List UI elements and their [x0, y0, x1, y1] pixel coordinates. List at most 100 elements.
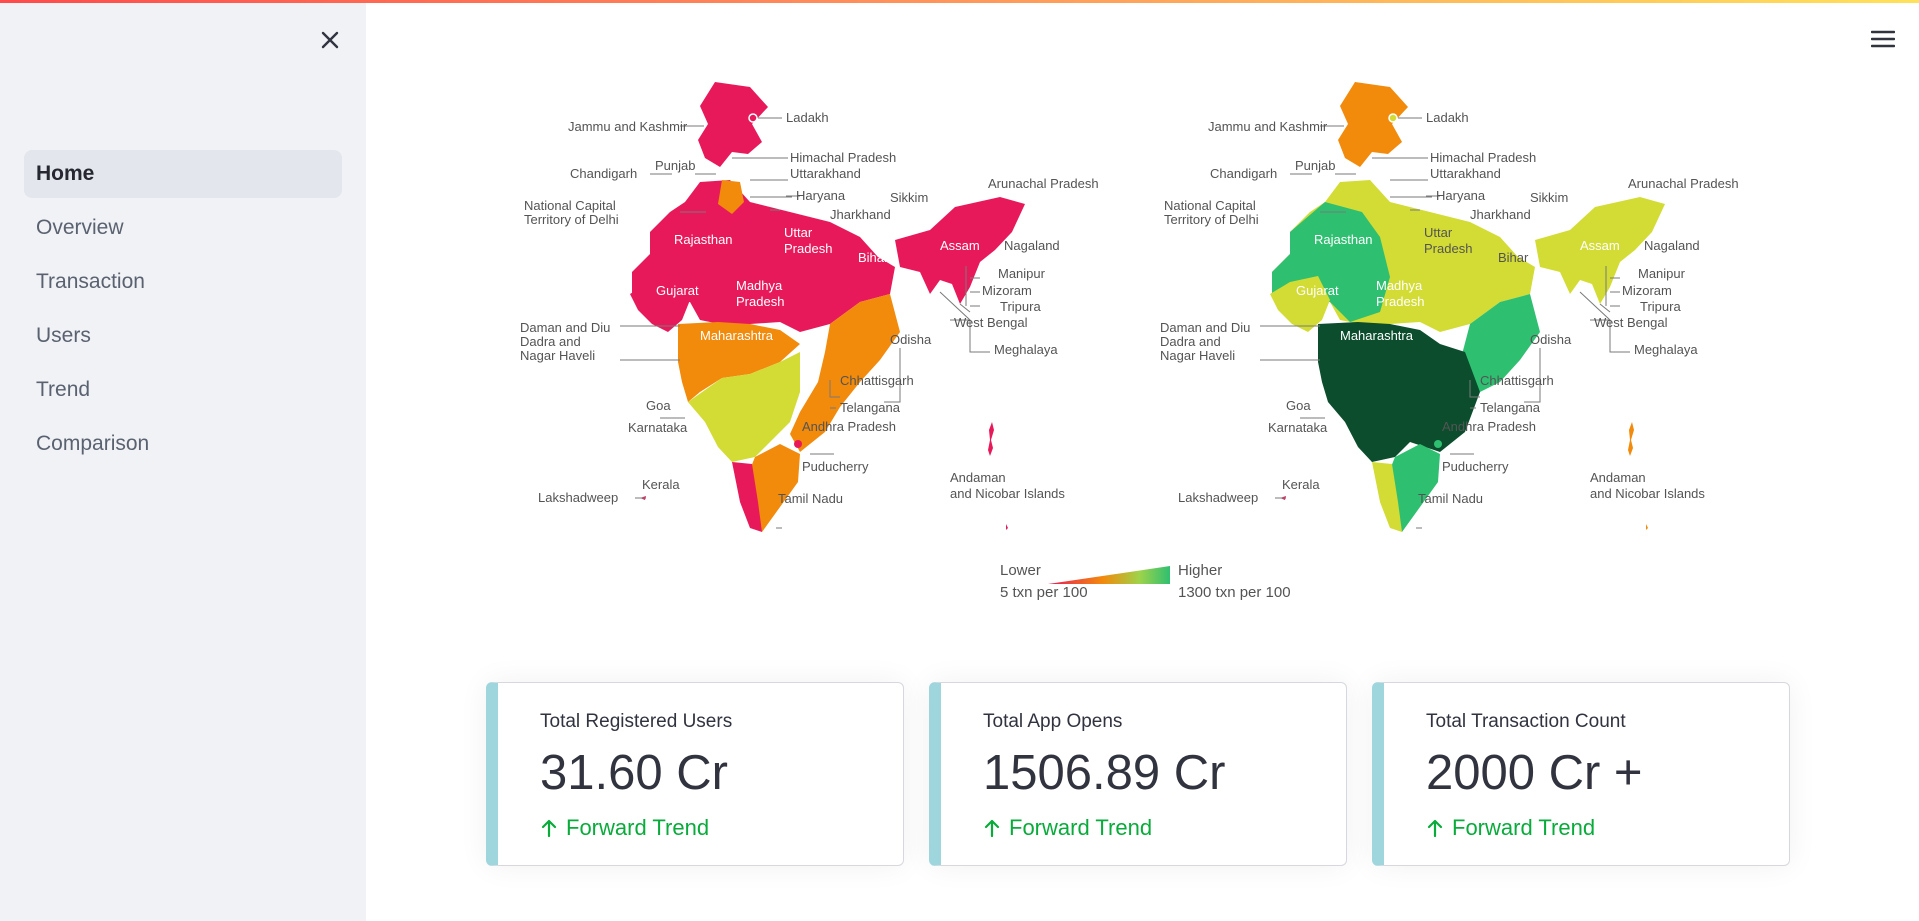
map-right-label-andaman-2: and Nicobar Islands	[1590, 486, 1705, 501]
map-left-label-andaman-2: and Nicobar Islands	[950, 486, 1065, 501]
sidebar-item-comparison[interactable]: Comparison	[24, 420, 342, 468]
map-left-label-madhya: Madhya	[736, 278, 783, 293]
legend-low-label: Lower	[1000, 562, 1041, 579]
metric-delta: Forward Trend	[1426, 815, 1789, 841]
map-right-label-gujarat: Gujarat	[1296, 283, 1339, 298]
sidebar-item-label: Overview	[36, 216, 124, 239]
map-right-label-kerala: Kerala	[1282, 477, 1320, 492]
map-left-label-punjab: Punjab	[655, 158, 695, 173]
metric-delta-text: Forward Trend	[1009, 815, 1153, 840]
map-left-label-kerala: Kerala	[642, 477, 680, 492]
map-left-label-puducherry: Puducherry	[802, 459, 869, 474]
map-left-label-karnataka: Karnataka	[628, 420, 688, 435]
map-left-label-delhi-2: Territory of Delhi	[524, 212, 619, 227]
map-right-label-dadra: Dadra and	[1160, 334, 1221, 349]
map-left-label-delhi-1: National Capital	[524, 198, 616, 213]
map-right-ladakh-dot	[1388, 113, 1398, 123]
map-right-label-puducherry: Puducherry	[1442, 459, 1509, 474]
sidebar-item-transaction[interactable]: Transaction	[24, 258, 342, 306]
map-right-label-goa: Goa	[1286, 398, 1311, 413]
map-right-label-maharashtra: Maharashtra	[1340, 328, 1414, 343]
map-right-label-madhya-pradesh: Pradesh	[1376, 294, 1424, 309]
map-right-label-haryana: Haryana	[1436, 188, 1486, 203]
metric-delta-text: Forward Trend	[566, 815, 710, 840]
metric-label: Total App Opens	[983, 711, 1123, 732]
sidebar-item-home[interactable]: Home	[24, 150, 342, 198]
map-right-region-east-green	[1460, 294, 1540, 392]
map-right-label-sikkim: Sikkim	[1530, 190, 1568, 205]
arrow-up-icon	[1427, 819, 1443, 838]
map-left-label-mizoram: Mizoram	[982, 283, 1032, 298]
map-left-label-rajasthan: Rajasthan	[674, 232, 733, 247]
sidebar-item-label: Trend	[36, 378, 91, 401]
map-right-label-pradesh: Pradesh	[1424, 241, 1472, 256]
app-top-decoration	[0, 0, 1919, 3]
map-left-label-meghalaya: Meghalaya	[994, 342, 1058, 357]
map-left-label-tamil: Tamil Nadu	[778, 491, 843, 506]
map-right-leader-lines	[1260, 117, 1630, 529]
metric-value: 2000 Cr +	[1426, 746, 1643, 800]
map-left-label-nagaland: Nagaland	[1004, 238, 1060, 253]
map-right-region-south-dark	[1318, 322, 1480, 462]
map-right-puducherry-dot	[1434, 440, 1442, 448]
map-right-label-himachal: Himachal Pradesh	[1430, 150, 1536, 165]
map-left-label-jammu-kashmir: Jammu and Kashmir	[568, 119, 688, 134]
map-left-label-chhattisgarh: Chhattisgarh	[840, 373, 914, 388]
close-icon	[321, 31, 339, 49]
metric-delta: Forward Trend	[540, 815, 903, 841]
metric-label: Total Transaction Count	[1426, 711, 1626, 732]
sidebar-item-trend[interactable]: Trend	[24, 366, 342, 414]
legend-high-label: Higher	[1178, 562, 1223, 579]
map-left-andaman	[988, 422, 1008, 530]
metric-card-registered-users: Total Registered Users 31.60 Cr Forward …	[486, 682, 904, 866]
map-right-label-punjab: Punjab	[1295, 158, 1335, 173]
hamburger-menu-icon	[1871, 30, 1895, 48]
map-right-label-mizoram: Mizoram	[1622, 283, 1672, 298]
map-right-label-delhi-2: Territory of Delhi	[1164, 212, 1259, 227]
map-left-label-bihar: Bihar	[858, 250, 889, 265]
sidebar-item-label: Users	[36, 324, 91, 347]
map-legend: Lower 5 txn per 100 Higher 1300 txn per …	[1000, 560, 1360, 606]
map-left-region-northeast	[895, 197, 1025, 304]
map-right-label-nagar: Nagar Haveli	[1160, 348, 1235, 363]
sidebar-item-label: Home	[36, 162, 95, 185]
sidebar-item-users[interactable]: Users	[24, 312, 342, 360]
sidebar: Home Overview Transaction Users Trend Co…	[0, 0, 366, 921]
map-left: Ladakh Jammu and Kashmir Himachal Prades…	[520, 82, 1099, 532]
map-left-label-nagar: Nagar Haveli	[520, 348, 595, 363]
map-left-label-maharashtra: Maharashtra	[700, 328, 774, 343]
map-right-label-tamil: Tamil Nadu	[1418, 491, 1483, 506]
map-left-puducherry-dot	[794, 440, 802, 448]
map-right-label-andaman-1: Andaman	[1590, 470, 1646, 485]
arrow-up-icon	[984, 819, 1000, 838]
map-right: Ladakh Jammu and Kashmir Himachal Prades…	[1160, 82, 1739, 532]
metric-value: 31.60 Cr	[540, 746, 728, 800]
map-left-region-gujarat	[630, 276, 690, 332]
sidebar-item-label: Comparison	[36, 432, 150, 455]
map-left-label-west-bengal: West Bengal	[954, 315, 1028, 330]
sidebar-item-label: Transaction	[36, 270, 145, 293]
sidebar-item-overview[interactable]: Overview	[24, 204, 342, 252]
map-left-label-uttar: Uttar	[784, 225, 813, 240]
map-left-label-madhya-pradesh: Pradesh	[736, 294, 784, 309]
map-left-label-sikkim: Sikkim	[890, 190, 928, 205]
map-left-region-south-lime	[688, 352, 800, 462]
map-right-label-andhra: Andhra Pradesh	[1442, 419, 1536, 434]
map-left-region-kerala	[732, 462, 762, 532]
map-right-label-nagaland: Nagaland	[1644, 238, 1700, 253]
map-right-label-rajasthan: Rajasthan	[1314, 232, 1373, 247]
map-left-label-goa: Goa	[646, 398, 671, 413]
map-right-label-arunachal: Arunachal Pradesh	[1628, 176, 1739, 191]
map-left-label-dadra: Dadra and	[520, 334, 581, 349]
map-left-label-arunachal: Arunachal Pradesh	[988, 176, 1099, 191]
metric-value: 1506.89 Cr	[983, 746, 1226, 800]
map-right-label-ladakh: Ladakh	[1426, 110, 1469, 125]
map-left-region-north	[698, 82, 768, 167]
close-sidebar-button[interactable]	[314, 24, 346, 56]
map-left-label-assam: Assam	[940, 238, 980, 253]
metric-card-transaction-count: Total Transaction Count 2000 Cr + Forwar…	[1372, 682, 1790, 866]
map-left-label-daman: Daman and Diu	[520, 320, 610, 335]
main-menu-button[interactable]	[1866, 24, 1900, 54]
sidebar-nav: Home Overview Transaction Users Trend Co…	[24, 150, 342, 474]
map-left-label-odisha: Odisha	[890, 332, 932, 347]
